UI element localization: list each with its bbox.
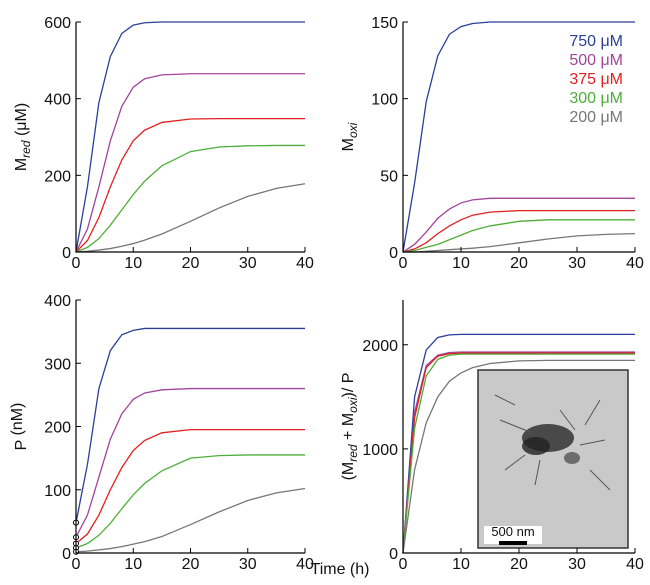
y-label-part: M: [13, 158, 30, 171]
y-label-part: + M: [340, 413, 357, 445]
x-tick-label: 0: [399, 255, 408, 272]
x-tick-label: 30: [239, 255, 257, 272]
y-label-subscript: oxi: [346, 122, 360, 138]
x-tick-label: 0: [72, 255, 81, 272]
x-tick-label: 0: [72, 556, 81, 573]
y-tick-label: 0: [389, 245, 398, 262]
x-tick-label: 40: [626, 255, 644, 272]
y-tick-label: 2000: [362, 338, 398, 355]
x-tick-label: 10: [124, 556, 142, 573]
x-axis-label: Time (h): [311, 561, 370, 578]
y-axis-label: Moxi: [340, 122, 360, 151]
series-line: [402, 209, 635, 253]
legend-entry: 300 μM: [569, 90, 623, 107]
y-tick-label: 0: [62, 546, 71, 563]
series-line: [402, 219, 635, 253]
x-tick-label: 20: [182, 255, 200, 272]
series-line: [75, 73, 305, 253]
legend-entry: 200 μM: [569, 109, 623, 126]
y-axis-label: P (nM): [9, 403, 30, 451]
y-tick-label: 200: [44, 420, 71, 437]
y-label-part: )/ P: [340, 373, 357, 398]
y-axis-label: Mred (μM): [13, 103, 33, 171]
series-line: [75, 21, 305, 253]
x-tick-label: 30: [568, 255, 586, 272]
y-tick-label: 150: [371, 15, 398, 32]
y-label-part: M: [340, 138, 357, 151]
x-tick-label: 20: [510, 255, 528, 272]
y-tick-label: 400: [44, 92, 71, 109]
series-line: [403, 232, 636, 253]
legend-entry: 500 μM: [569, 52, 623, 69]
y-label-subscript: oxi: [346, 397, 360, 413]
y-tick-label: 300: [44, 356, 71, 373]
y-tick-label: 100: [44, 483, 71, 500]
x-tick-label: 40: [296, 556, 314, 573]
series-line: [402, 197, 635, 253]
series-line: [75, 144, 305, 253]
series-line: [75, 183, 306, 253]
axes: [75, 300, 305, 554]
series-line: [402, 353, 635, 554]
y-tick-label: 50: [380, 168, 398, 185]
y-tick-label: 1000: [362, 442, 398, 459]
x-tick-label: 40: [296, 255, 314, 272]
y-label-part: (μM): [13, 103, 30, 141]
series-line: [402, 359, 635, 554]
x-tick-label: 0: [399, 556, 408, 573]
y-label-part: P: [13, 440, 30, 450]
y-tick-label: 600: [44, 15, 71, 32]
x-tick-label: 10: [452, 255, 470, 272]
y-label-part: (M: [340, 462, 357, 481]
series-line: [402, 21, 635, 253]
y-tick-label: 0: [62, 245, 71, 262]
x-tick-label: 20: [182, 556, 200, 573]
x-tick-label: 40: [626, 556, 644, 573]
x-tick-label: 30: [239, 556, 257, 573]
series-line: [402, 352, 635, 554]
series-line: [75, 117, 305, 253]
y-label-subscript: red: [346, 444, 360, 462]
series-line: [75, 387, 305, 538]
y-tick-label: 0: [389, 546, 398, 563]
y-label-part: (nM): [9, 403, 26, 440]
x-tick-label: 20: [510, 556, 528, 573]
series-line: [402, 333, 635, 554]
y-axis-label: (Mred + Moxi)/ P: [340, 373, 360, 481]
series-line: [75, 327, 305, 523]
inset-image: 500 nm: [477, 369, 629, 549]
series-line: [402, 351, 635, 554]
x-tick-label: 10: [124, 255, 142, 272]
y-tick-label: 400: [44, 293, 71, 310]
series-line: [75, 429, 305, 545]
scale-bar-label: 500 nm: [491, 524, 534, 539]
y-tick-label: 100: [371, 92, 398, 109]
x-tick-label: 10: [452, 556, 470, 573]
series-line: [75, 487, 306, 553]
legend-entry: 750 μM: [569, 33, 623, 50]
series-line: [75, 454, 305, 549]
y-label-subscript: red: [19, 140, 33, 158]
legend-entry: 375 μM: [569, 71, 623, 88]
y-tick-label: 200: [44, 168, 71, 185]
x-tick-label: 30: [568, 556, 586, 573]
